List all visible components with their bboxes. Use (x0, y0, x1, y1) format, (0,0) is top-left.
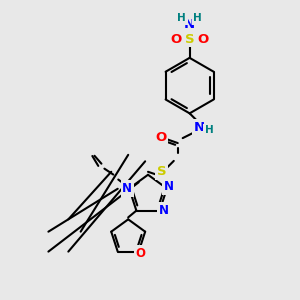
Text: H: H (193, 13, 202, 23)
Text: H: H (177, 13, 186, 23)
Text: O: O (155, 130, 167, 144)
Text: N: N (164, 180, 174, 193)
Text: O: O (170, 32, 182, 46)
Text: O: O (136, 247, 146, 260)
Text: N: N (184, 18, 195, 31)
Text: N: N (122, 182, 132, 195)
Text: N: N (159, 204, 169, 217)
Text: S: S (157, 165, 167, 178)
Text: O: O (198, 32, 209, 46)
Text: H: H (205, 125, 214, 135)
Text: N: N (194, 121, 205, 134)
Text: S: S (185, 32, 194, 46)
